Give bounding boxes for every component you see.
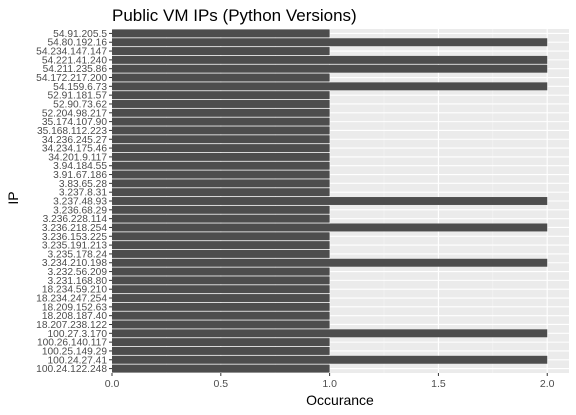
y-tick-label: 100.26.140.117 [37, 338, 107, 349]
y-tick-label: 3.234.210.198 [42, 258, 107, 269]
bar [112, 205, 330, 214]
bar [112, 188, 330, 197]
y-tick-label: 18.207.238.122 [36, 320, 107, 331]
bar [112, 197, 548, 205]
x-tick-label: 0.5 [214, 378, 229, 390]
y-tick-label: 100.24.122.248 [36, 364, 107, 375]
y-axis: 54.91.205.554.80.192.1654.234.147.14754.… [36, 29, 112, 375]
bar [112, 364, 330, 373]
bar [112, 91, 330, 100]
y-tick-label: 54.159.6.73 [53, 82, 107, 93]
bar [112, 161, 330, 170]
x-tick-label: 1.5 [431, 378, 446, 390]
y-tick-label: 54.211.235.86 [43, 64, 108, 75]
chart-title: Public VM IPs (Python Versions) [112, 6, 357, 25]
y-tick-label: 52.90.73.62 [53, 99, 107, 110]
x-tick-label: 2.0 [540, 378, 555, 390]
y-tick-label: 3.236.228.114 [43, 214, 108, 225]
y-tick-label: 3.236.68.29 [53, 205, 107, 216]
y-tick-label: 52.204.98.217 [42, 108, 107, 119]
y-tick-label: 100.25.149.29 [42, 346, 107, 357]
x-axis: 0.0 0.5 1.0 1.5 2.0 [105, 373, 555, 390]
bar [112, 258, 548, 267]
bar [112, 355, 548, 364]
y-tick-label: 3.94.184.55 [53, 161, 107, 172]
y-tick-label: 100.24.27.41 [48, 355, 108, 366]
bar [112, 144, 330, 153]
y-tick-label: 34.236.245.27 [42, 135, 107, 146]
y-tick-label: 18.209.152.63 [42, 302, 107, 313]
bar [112, 214, 330, 223]
bar [112, 55, 548, 64]
x-tick-label: 1.0 [322, 378, 337, 390]
y-tick-label: 100.27.3.170 [48, 329, 108, 340]
bar [112, 241, 330, 250]
bar [112, 338, 330, 347]
bar [112, 73, 330, 82]
y-tick-label: 3.91.67.186 [53, 170, 107, 181]
y-tick-label: 3.236.153.225 [42, 232, 107, 243]
bar [112, 117, 330, 126]
bars-group [112, 29, 548, 373]
y-tick-label: 18.234.59.210 [42, 285, 107, 296]
x-tick-label: 0.0 [105, 378, 120, 390]
bar [112, 346, 330, 355]
bar [112, 108, 330, 117]
bar [112, 135, 330, 144]
y-tick-label: 35.168.112.223 [37, 126, 107, 137]
bar [112, 285, 330, 294]
bar [112, 38, 548, 47]
bar [112, 152, 330, 161]
y-tick-label: 3.235.178.24 [48, 249, 108, 260]
bar [112, 47, 330, 56]
y-tick-label: 3.237.48.93 [53, 197, 107, 208]
y-tick-label: 54.91.205.5 [53, 29, 107, 40]
x-axis-title: Occurance [306, 392, 374, 408]
bar [112, 232, 330, 241]
bar [112, 267, 330, 276]
y-tick-label: 54.172.217.200 [36, 73, 107, 84]
bar [112, 302, 330, 311]
y-tick-label: 34.234.175.46 [42, 144, 107, 155]
bar [112, 64, 548, 73]
bar [112, 126, 330, 135]
bar [112, 294, 330, 302]
y-tick-label: 52.91.181.57 [48, 91, 108, 102]
y-axis-title: IP [5, 191, 21, 204]
y-tick-label: 3.236.218.254 [42, 223, 107, 234]
bar [112, 249, 330, 258]
bar [112, 82, 548, 91]
bar [112, 329, 548, 338]
bar [112, 320, 330, 329]
bar [112, 311, 330, 320]
y-tick-label: 34.201.9.117 [48, 152, 107, 163]
y-tick-label: 3.235.191.213 [42, 241, 107, 252]
y-tick-label: 18.234.247.254 [36, 294, 107, 305]
bar [112, 223, 548, 232]
y-tick-label: 54.80.192.16 [48, 38, 108, 49]
bar [112, 276, 330, 285]
bar [112, 29, 330, 38]
y-tick-label: 54.234.147.147 [36, 47, 107, 58]
bar [112, 179, 330, 188]
y-tick-label: 18.208.187.40 [42, 311, 107, 322]
y-tick-label: 3.237.8.31 [59, 188, 107, 199]
y-tick-label: 54.221.41.240 [42, 55, 107, 66]
bar [112, 170, 330, 179]
y-tick-label: 3.231.168.80 [48, 276, 108, 287]
y-tick-label: 3.232.56.209 [48, 267, 108, 278]
bar [112, 100, 330, 108]
y-tick-label: 35.174.107.90 [42, 117, 107, 128]
y-tick-label: 3.83.65.28 [59, 179, 107, 190]
